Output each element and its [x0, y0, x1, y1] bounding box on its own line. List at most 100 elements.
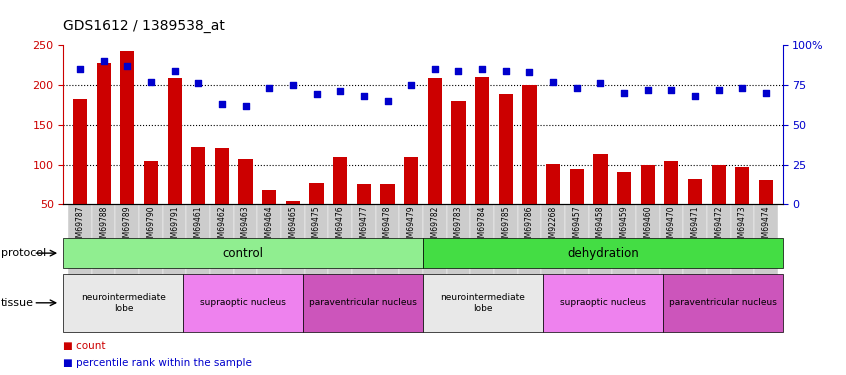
Bar — [186, 204, 210, 292]
Bar — [423, 238, 783, 268]
Point — [523, 69, 536, 75]
Bar — [662, 274, 783, 332]
Bar — [139, 204, 162, 292]
Bar — [423, 204, 447, 292]
Bar — [63, 238, 423, 268]
Bar — [184, 274, 303, 332]
Bar — [352, 204, 376, 292]
Bar — [447, 204, 470, 292]
Point — [310, 92, 323, 98]
Bar — [215, 148, 229, 244]
Bar — [120, 51, 135, 244]
Bar — [162, 204, 186, 292]
Bar — [735, 167, 750, 244]
Text: paraventricular nucleus: paraventricular nucleus — [668, 298, 777, 307]
Point — [759, 90, 772, 96]
Point — [594, 80, 607, 86]
Bar — [569, 170, 584, 244]
Point — [357, 93, 371, 99]
Bar — [333, 158, 348, 244]
Bar — [664, 161, 678, 244]
Bar — [475, 77, 489, 244]
Text: protocol: protocol — [1, 248, 46, 258]
Point — [475, 66, 489, 72]
Bar — [494, 204, 518, 292]
Point — [641, 87, 655, 93]
Bar — [636, 204, 660, 292]
Bar — [210, 204, 233, 292]
Bar — [589, 204, 613, 292]
Text: neurointermediate
lobe: neurointermediate lobe — [441, 293, 525, 312]
Bar — [233, 204, 257, 292]
Text: tissue: tissue — [1, 298, 34, 308]
Bar — [303, 274, 423, 332]
Point — [168, 68, 181, 74]
Text: neurointermediate
lobe: neurointermediate lobe — [81, 293, 166, 312]
Bar — [617, 172, 631, 244]
Text: supraoptic nucleus: supraoptic nucleus — [560, 298, 645, 307]
Bar — [357, 184, 371, 244]
Bar — [452, 101, 465, 244]
Bar — [239, 159, 253, 244]
Bar — [660, 204, 684, 292]
Bar — [565, 204, 589, 292]
Bar — [69, 204, 92, 292]
Point — [120, 63, 134, 69]
Bar — [310, 183, 324, 244]
Bar — [116, 204, 139, 292]
Point — [570, 85, 584, 91]
Bar — [428, 78, 442, 244]
Bar — [73, 99, 87, 244]
Bar — [498, 94, 513, 244]
Bar — [423, 274, 543, 332]
Bar — [262, 190, 277, 244]
Bar — [376, 204, 399, 292]
Point — [452, 68, 465, 74]
Point — [618, 90, 631, 96]
Bar — [522, 85, 536, 244]
Point — [239, 103, 252, 109]
Bar — [543, 274, 662, 332]
Text: control: control — [222, 247, 264, 259]
Bar — [144, 160, 158, 244]
Bar — [470, 204, 494, 292]
Bar — [96, 63, 111, 244]
Bar — [759, 180, 773, 244]
Bar — [593, 154, 607, 244]
Bar — [684, 204, 707, 292]
Point — [262, 85, 276, 91]
Point — [286, 82, 299, 88]
Point — [547, 79, 560, 85]
Point — [381, 98, 394, 104]
Point — [97, 58, 111, 64]
Point — [215, 101, 228, 107]
Bar — [305, 204, 328, 292]
Bar — [399, 204, 423, 292]
Point — [74, 66, 87, 72]
Text: GDS1612 / 1389538_at: GDS1612 / 1389538_at — [63, 19, 225, 33]
Bar — [688, 179, 702, 244]
Bar — [613, 204, 636, 292]
Bar — [707, 204, 730, 292]
Bar — [711, 165, 726, 244]
Bar — [191, 147, 206, 244]
Text: ■ count: ■ count — [63, 340, 106, 351]
Bar — [63, 274, 184, 332]
Point — [333, 88, 347, 94]
Text: supraoptic nucleus: supraoptic nucleus — [201, 298, 286, 307]
Point — [428, 66, 442, 72]
Point — [712, 87, 726, 93]
Point — [689, 93, 702, 99]
Bar — [381, 184, 394, 244]
Point — [191, 80, 205, 86]
Bar — [518, 204, 541, 292]
Point — [404, 82, 418, 88]
Text: ■ percentile rank within the sample: ■ percentile rank within the sample — [63, 358, 252, 368]
Point — [735, 85, 749, 91]
Bar — [281, 204, 305, 292]
Text: dehydration: dehydration — [567, 247, 639, 259]
Bar — [404, 158, 418, 244]
Point — [665, 87, 678, 93]
Bar — [754, 204, 777, 292]
Bar — [640, 165, 655, 244]
